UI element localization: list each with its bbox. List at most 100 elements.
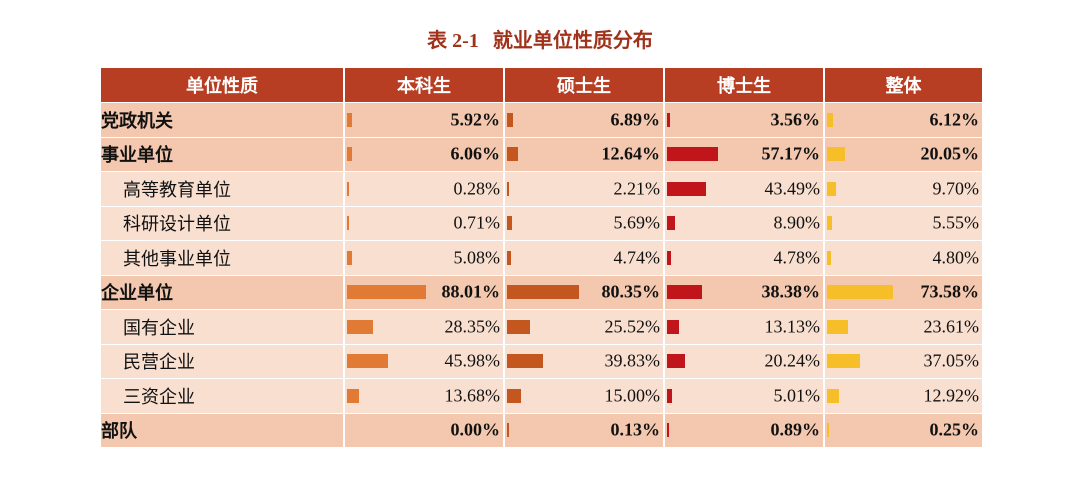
table-body: 党政机关 5.92% 6.89% 3.56% 6.12% 事业单位 6.06% 12.64% 5… [101, 102, 982, 448]
value-bachelor: 45.98% [444, 350, 501, 371]
value-phd: 57.17% [761, 143, 821, 164]
value-overall: 9.70% [932, 178, 980, 199]
value-overall: 5.55% [932, 212, 980, 233]
row-label: 部队 [101, 413, 345, 448]
bar-phd [667, 147, 719, 162]
cell-bachelor: 6.06% [344, 137, 505, 172]
value-phd: 20.24% [764, 350, 821, 371]
cell-bachelor: 0.00% [344, 413, 505, 448]
bar-bachelor [347, 216, 349, 231]
cell-overall: 6.12% [824, 102, 982, 138]
bar-overall [827, 250, 832, 265]
cell-master: 5.69% [504, 206, 665, 241]
value-phd: 3.56% [770, 109, 821, 130]
table-row: 其他事业单位 5.08% 4.74% 4.78% 4.80% [101, 240, 982, 276]
cell-master: 12.64% [504, 137, 665, 172]
cell-master: 39.83% [504, 344, 665, 379]
cell-overall: 9.70% [824, 171, 982, 207]
cell-bachelor: 28.35% [344, 309, 505, 345]
row-label: 其他事业单位 [101, 240, 345, 276]
value-bachelor: 0.28% [453, 178, 501, 199]
bar-bachelor [347, 250, 352, 265]
bar-master [507, 216, 513, 231]
cell-overall: 23.61% [824, 309, 982, 345]
cell-phd: 20.24% [664, 344, 825, 379]
row-label: 事业单位 [101, 137, 345, 172]
value-phd: 8.90% [773, 212, 821, 233]
bar-master [507, 250, 512, 265]
cell-phd: 0.89% [664, 413, 825, 448]
cell-master: 80.35% [504, 275, 665, 310]
bar-phd [667, 250, 672, 265]
row-label: 三资企业 [101, 378, 345, 414]
value-master: 5.69% [613, 212, 661, 233]
value-master: 6.89% [610, 109, 661, 130]
employment-table: 单位性质 本科生 硕士生 博士生 整体 党政机关 5.92% 6.89% 3.56% 6… [101, 68, 982, 448]
cell-overall: 73.58% [824, 275, 982, 310]
table-row: 科研设计单位 0.71% 5.69% 8.90% 5.55% [101, 206, 982, 241]
cell-phd: 5.01% [664, 378, 825, 414]
value-overall: 0.25% [929, 419, 980, 440]
cell-master: 4.74% [504, 240, 665, 276]
value-phd: 43.49% [764, 178, 821, 199]
value-phd: 0.89% [770, 419, 821, 440]
value-master: 0.13% [610, 419, 661, 440]
bar-master [507, 147, 519, 162]
cell-phd: 3.56% [664, 102, 825, 138]
cell-bachelor: 5.92% [344, 102, 505, 138]
bar-bachelor [347, 285, 427, 300]
value-master: 15.00% [604, 385, 661, 406]
bar-phd [667, 216, 675, 231]
header-row: 单位性质 本科生 硕士生 博士生 整体 [101, 68, 982, 103]
value-phd: 5.01% [773, 385, 821, 406]
bar-master [507, 181, 509, 196]
cell-bachelor: 88.01% [344, 275, 505, 310]
value-bachelor: 13.68% [444, 385, 501, 406]
cell-overall: 4.80% [824, 240, 982, 276]
bar-phd [667, 112, 671, 127]
bar-overall [827, 147, 846, 162]
cell-phd: 43.49% [664, 171, 825, 207]
value-overall: 23.61% [923, 316, 980, 337]
bar-phd [667, 319, 679, 334]
bar-phd [667, 285, 702, 300]
value-overall: 6.12% [929, 109, 980, 130]
bar-overall [827, 112, 833, 127]
cell-overall: 20.05% [824, 137, 982, 172]
table-row: 事业单位 6.06% 12.64% 57.17% 20.05% [101, 137, 982, 172]
value-overall: 73.58% [920, 281, 980, 302]
bar-overall [827, 319, 849, 334]
value-master: 39.83% [604, 350, 661, 371]
bar-overall [827, 181, 836, 196]
bar-overall [827, 285, 894, 300]
value-phd: 38.38% [761, 281, 821, 302]
table-caption: 就业单位性质分布 [492, 28, 653, 52]
value-master: 80.35% [601, 281, 661, 302]
value-bachelor: 28.35% [444, 316, 501, 337]
bar-master [507, 354, 543, 369]
value-master: 2.21% [613, 178, 661, 199]
value-bachelor: 5.92% [450, 109, 501, 130]
bar-bachelor [347, 181, 349, 196]
table-row: 高等教育单位 0.28% 2.21% 43.49% 9.70% [101, 171, 982, 207]
header-overall: 整体 [824, 68, 982, 103]
header-phd: 博士生 [664, 68, 825, 103]
cell-master: 15.00% [504, 378, 665, 414]
bar-bachelor [347, 388, 360, 403]
bar-master [507, 285, 580, 300]
table-title: 表 2-1 就业单位性质分布 [0, 24, 1080, 53]
cell-phd: 57.17% [664, 137, 825, 172]
row-label: 科研设计单位 [101, 206, 345, 241]
cell-master: 6.89% [504, 102, 665, 138]
table-row: 党政机关 5.92% 6.89% 3.56% 6.12% [101, 102, 982, 138]
header-master: 硕士生 [504, 68, 665, 103]
table-row: 企业单位 88.01% 80.35% 38.38% 73.58% [101, 275, 982, 310]
bar-master [507, 388, 521, 403]
row-label: 党政机关 [101, 102, 345, 138]
cell-bachelor: 5.08% [344, 240, 505, 276]
bar-phd [667, 423, 669, 438]
bar-bachelor [347, 112, 353, 127]
value-phd: 4.78% [773, 247, 821, 268]
bar-overall [827, 354, 861, 369]
value-overall: 20.05% [920, 143, 980, 164]
